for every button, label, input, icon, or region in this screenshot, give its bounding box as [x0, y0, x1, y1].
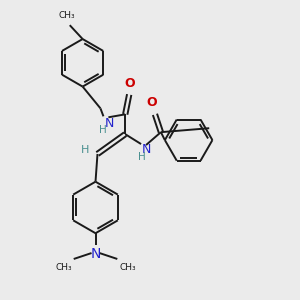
Text: N: N — [90, 247, 101, 261]
Text: H: H — [138, 152, 146, 162]
Text: O: O — [147, 96, 157, 110]
Text: N: N — [104, 117, 114, 130]
Text: H: H — [81, 145, 90, 155]
Text: O: O — [125, 76, 136, 90]
Text: CH₃: CH₃ — [55, 263, 72, 272]
Text: CH₃: CH₃ — [58, 11, 75, 20]
Text: N: N — [142, 143, 152, 156]
Text: H: H — [100, 125, 107, 135]
Text: CH₃: CH₃ — [119, 263, 136, 272]
